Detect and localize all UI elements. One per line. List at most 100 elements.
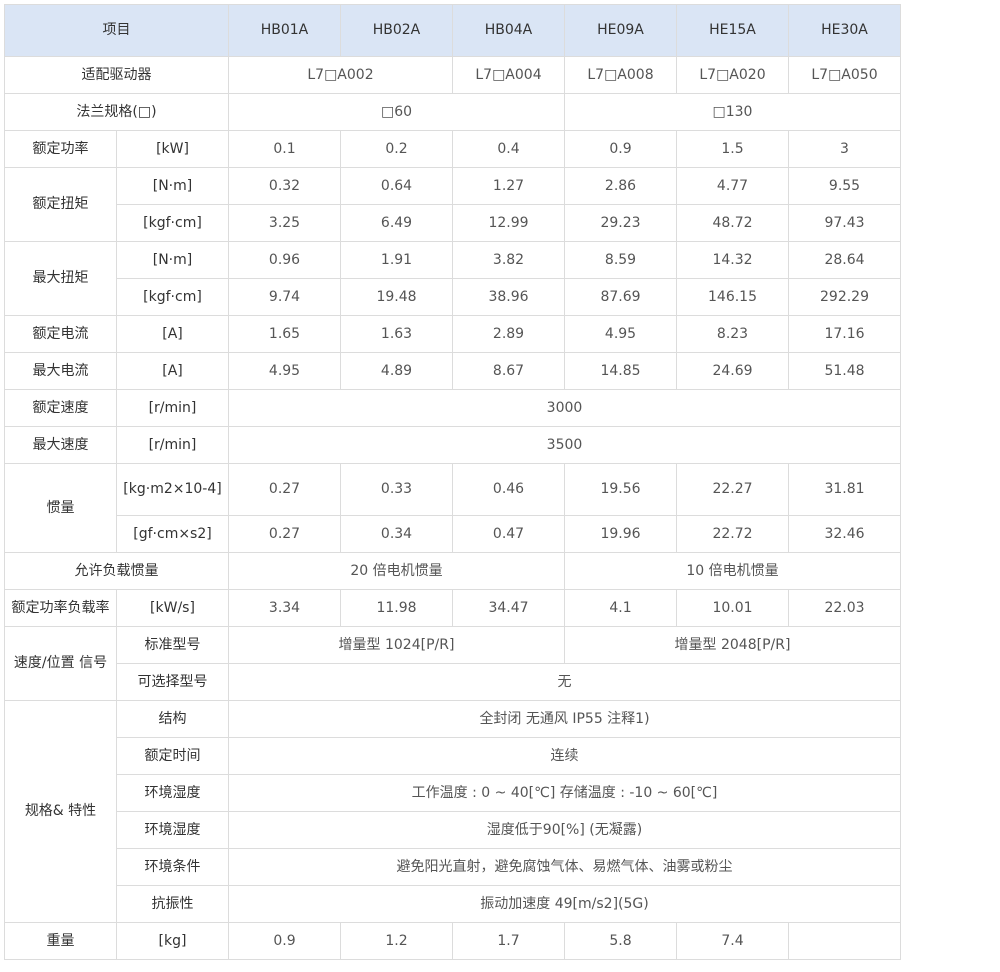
table-row: 最大电流 [A] 4.95 4.89 8.67 14.85 24.69 51.4… xyxy=(4,352,901,390)
header-model: HE15A xyxy=(676,4,789,57)
table-row: 速度/位置 信号 标准型号 增量型 1024[P/R] 增量型 2048[P/R… xyxy=(4,626,901,701)
cell: 0.2 xyxy=(340,130,453,168)
cell: 7.4 xyxy=(676,922,789,960)
cell: 31.81 xyxy=(788,463,901,516)
cell: 1.27 xyxy=(452,167,565,205)
header-model: HB01A xyxy=(228,4,341,57)
row-label: 惯量 xyxy=(4,463,117,553)
cell: 4.77 xyxy=(676,167,789,205)
sub-label: 标准型号 xyxy=(116,626,229,664)
unit: [gf·cm×s2] xyxy=(116,515,229,553)
servo-motor-spec-table: 项目 HB01A HB02A HB04A HE09A HE15A HE30A 适… xyxy=(4,4,901,960)
unit: [kgf·cm] xyxy=(116,278,229,316)
cell: L7□A020 xyxy=(676,56,789,94)
cell: 32.46 xyxy=(788,515,901,553)
header-model: HE30A xyxy=(788,4,901,57)
row-label: 允许负载惯量 xyxy=(4,552,229,590)
cell: 湿度低于90[%] (无凝露) xyxy=(228,811,901,849)
cell: 4.95 xyxy=(564,315,677,353)
unit: [kW/s] xyxy=(116,589,229,627)
cell: 97.43 xyxy=(788,204,901,242)
row-label: 额定电流 xyxy=(4,315,117,353)
cell: 12.99 xyxy=(452,204,565,242)
cell: 4.1 xyxy=(564,589,677,627)
table-row: 环境湿度 工作温度 : 0 ~ 40[℃] 存储温度 : -10 ~ 60[℃] xyxy=(5,774,901,812)
row-label: 适配驱动器 xyxy=(4,56,229,94)
cell: 无 xyxy=(228,663,901,701)
table-row: 适配驱动器 L7□A002 L7□A004 L7□A008 L7□A020 L7… xyxy=(4,56,901,94)
cell: 48.72 xyxy=(676,204,789,242)
cell: 振动加速度 49[m/s2](5G) xyxy=(228,885,901,923)
table-row: 额定扭矩 [N·m] 0.32 0.64 1.27 2.86 4.77 9.55 xyxy=(4,167,901,242)
sub-label: 额定时间 xyxy=(116,737,229,775)
cell: 34.47 xyxy=(452,589,565,627)
row-label: 额定扭矩 xyxy=(4,167,117,242)
cell: 17.16 xyxy=(788,315,901,353)
cell: 38.96 xyxy=(452,278,565,316)
cell: 1.91 xyxy=(340,241,453,279)
cell: 0.32 xyxy=(228,167,341,205)
sub-label: 环境条件 xyxy=(116,848,229,886)
cell: 0.47 xyxy=(452,515,565,553)
unit: [kg] xyxy=(116,922,229,960)
cell: 5.8 xyxy=(564,922,677,960)
cell: 4.95 xyxy=(228,352,341,390)
cell: 8.67 xyxy=(452,352,565,390)
cell: 9.74 xyxy=(228,278,341,316)
cell: 增量型 2048[P/R] xyxy=(564,626,901,664)
unit: [kg·m2×10-4] xyxy=(116,463,229,516)
table-row: 最大扭矩 [N·m] 0.96 1.91 3.82 8.59 14.32 28.… xyxy=(4,241,901,316)
table-row: 额定功率负载率 [kW/s] 3.34 11.98 34.47 4.1 10.0… xyxy=(4,589,901,627)
header-row: 项目 HB01A HB02A HB04A HE09A HE15A HE30A xyxy=(4,4,901,57)
row-label: 最大扭矩 xyxy=(4,241,117,316)
cell: 3.25 xyxy=(228,204,341,242)
cell: 全封闭 无通风 IP55 注释1) xyxy=(228,700,901,738)
cell: 避免阳光直射，避免腐蚀气体、易燃气体、油雾或粉尘 xyxy=(228,848,901,886)
cell: 2.86 xyxy=(564,167,677,205)
table-row: 允许负载惯量 20 倍电机惯量 10 倍电机惯量 xyxy=(4,552,901,590)
cell: □60 xyxy=(228,93,565,131)
cell: 19.56 xyxy=(564,463,677,516)
cell: 14.85 xyxy=(564,352,677,390)
unit: [kW] xyxy=(116,130,229,168)
cell: 0.1 xyxy=(228,130,341,168)
cell: 0.34 xyxy=(340,515,453,553)
row-label: 额定功率负载率 xyxy=(4,589,117,627)
cell: 0.9 xyxy=(228,922,341,960)
cell: L7□A002 xyxy=(228,56,453,94)
cell: 10.01 xyxy=(676,589,789,627)
table-row: 法兰规格(□) □60 □130 xyxy=(4,93,901,131)
row-label: 额定速度 xyxy=(4,389,117,427)
header-model: HB04A xyxy=(452,4,565,57)
table-row: [kgf·cm] 9.74 19.48 38.96 87.69 146.15 2… xyxy=(5,278,901,316)
unit: [N·m] xyxy=(116,167,229,205)
cell: 51.48 xyxy=(788,352,901,390)
cell: 8.59 xyxy=(564,241,677,279)
cell: 4.89 xyxy=(340,352,453,390)
cell: 3000 xyxy=(228,389,901,427)
cell: 11.98 xyxy=(340,589,453,627)
sub-label: 环境湿度 xyxy=(116,811,229,849)
header-item: 项目 xyxy=(4,4,229,57)
cell: 146.15 xyxy=(676,278,789,316)
table-row: [gf·cm×s2] 0.27 0.34 0.47 19.96 22.72 32… xyxy=(5,515,901,553)
row-label: 法兰规格(□) xyxy=(4,93,229,131)
row-label: 最大电流 xyxy=(4,352,117,390)
cell: 0.46 xyxy=(452,463,565,516)
header-model: HB02A xyxy=(340,4,453,57)
cell: 1.5 xyxy=(676,130,789,168)
cell: 292.29 xyxy=(788,278,901,316)
table-row: 惯量 [kg·m2×10-4] 0.27 0.33 0.46 19.56 22.… xyxy=(4,463,901,553)
cell: 22.72 xyxy=(676,515,789,553)
table-row: 最大速度 [r/min] 3500 xyxy=(4,426,901,464)
cell: 6.49 xyxy=(340,204,453,242)
table-row: 额定电流 [A] 1.65 1.63 2.89 4.95 8.23 17.16 xyxy=(4,315,901,353)
unit: [r/min] xyxy=(116,389,229,427)
cell: 22.27 xyxy=(676,463,789,516)
cell: 2.89 xyxy=(452,315,565,353)
cell: 0.9 xyxy=(564,130,677,168)
table-row: 可选择型号 无 xyxy=(5,663,901,701)
cell: 19.48 xyxy=(340,278,453,316)
cell: 29.23 xyxy=(564,204,677,242)
cell: 0.96 xyxy=(228,241,341,279)
